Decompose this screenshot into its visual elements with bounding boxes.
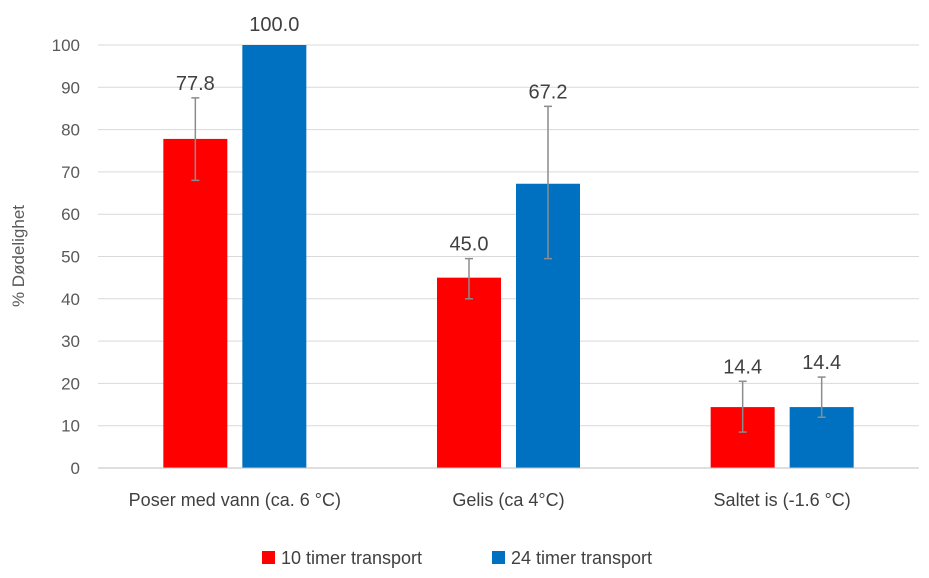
- legend: 10 timer transport 24 timer transport: [262, 548, 652, 568]
- bar-0-0: [163, 138, 228, 468]
- y-tick-label: 40: [61, 290, 80, 309]
- y-tick-label: 0: [71, 459, 80, 478]
- legend-swatch: [492, 551, 505, 564]
- bars: [163, 45, 854, 468]
- data-labels: 77.8 100.0 45.0 67.2 14.4 14.4: [176, 14, 841, 378]
- category-label: Poser med vann (ca. 6 °C): [129, 490, 341, 510]
- data-label: 100.0: [249, 14, 299, 36]
- data-label: 67.2: [529, 81, 568, 103]
- category-label: Saltet is (-1.6 °C): [714, 490, 851, 510]
- legend-swatch: [262, 551, 275, 564]
- y-tick-label: 30: [61, 332, 80, 351]
- y-tick-label: 60: [61, 205, 80, 224]
- data-label: 14.4: [723, 356, 762, 378]
- category-labels: Poser med vann (ca. 6 °C) Gelis (ca 4°C) S…: [129, 490, 851, 510]
- error-bars: [191, 97, 826, 433]
- data-label: 45.0: [450, 234, 489, 256]
- bar-1-0: [437, 277, 501, 468]
- y-tick-label: 70: [61, 163, 80, 182]
- y-axis-label: % Dødelighet: [9, 205, 28, 307]
- y-tick-label: 90: [61, 78, 80, 97]
- data-label: 14.4: [802, 352, 841, 374]
- gridlines: [98, 44, 919, 427]
- legend-entry: 10 timer transport: [281, 548, 422, 568]
- bar-0-1: [242, 45, 307, 468]
- y-tick-label: 80: [61, 121, 80, 140]
- legend-entry: 24 timer transport: [511, 548, 652, 568]
- y-tick-label: 10: [61, 417, 80, 436]
- category-label: Gelis (ca 4°C): [452, 490, 564, 510]
- y-tick-label: 50: [61, 248, 80, 267]
- y-tick-label: 20: [61, 374, 80, 393]
- y-tick-label: 100: [52, 36, 80, 55]
- y-tick-labels: 0 10 20 30 40 50 60 70 80 90 100: [52, 36, 80, 478]
- data-label: 77.8: [176, 73, 215, 95]
